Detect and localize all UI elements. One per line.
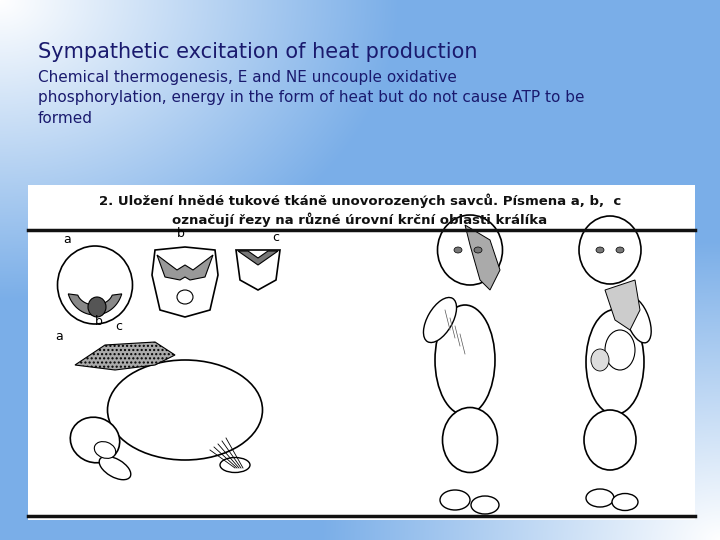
Ellipse shape bbox=[88, 297, 106, 317]
Ellipse shape bbox=[440, 490, 470, 510]
Ellipse shape bbox=[107, 360, 263, 460]
Ellipse shape bbox=[423, 298, 456, 342]
Ellipse shape bbox=[474, 247, 482, 253]
Polygon shape bbox=[75, 342, 175, 370]
Text: c: c bbox=[115, 320, 122, 333]
Polygon shape bbox=[68, 294, 122, 315]
Ellipse shape bbox=[625, 297, 651, 343]
Ellipse shape bbox=[71, 417, 120, 463]
Polygon shape bbox=[238, 251, 278, 265]
Ellipse shape bbox=[220, 457, 250, 472]
Text: a: a bbox=[63, 233, 71, 246]
Ellipse shape bbox=[584, 410, 636, 470]
Bar bbox=[28, 185, 695, 520]
Ellipse shape bbox=[99, 456, 131, 480]
Text: 2. Uložení hnědé tukové tkáně unovorozených savců. Písmena a, b,  c
označují řez: 2. Uložení hnědé tukové tkáně unovorozen… bbox=[99, 193, 621, 227]
Ellipse shape bbox=[443, 408, 498, 472]
Text: Chemical thermogenesis, E and NE uncouple oxidative
phosphorylation, energy in t: Chemical thermogenesis, E and NE uncoupl… bbox=[38, 70, 585, 126]
Ellipse shape bbox=[58, 246, 132, 324]
Ellipse shape bbox=[586, 309, 644, 415]
Text: b: b bbox=[177, 227, 185, 240]
Text: Sympathetic excitation of heat production: Sympathetic excitation of heat productio… bbox=[38, 42, 477, 62]
Ellipse shape bbox=[435, 305, 495, 415]
Ellipse shape bbox=[596, 247, 604, 253]
Polygon shape bbox=[157, 255, 213, 280]
Ellipse shape bbox=[177, 290, 193, 304]
Ellipse shape bbox=[454, 247, 462, 253]
Ellipse shape bbox=[579, 216, 641, 284]
Ellipse shape bbox=[586, 489, 614, 507]
Ellipse shape bbox=[94, 442, 116, 458]
Polygon shape bbox=[236, 250, 280, 290]
Polygon shape bbox=[465, 225, 500, 290]
Polygon shape bbox=[605, 280, 640, 330]
Text: c: c bbox=[272, 231, 279, 244]
Ellipse shape bbox=[605, 330, 635, 370]
Text: b: b bbox=[95, 315, 103, 328]
Ellipse shape bbox=[471, 496, 499, 514]
Text: a: a bbox=[55, 330, 63, 343]
Ellipse shape bbox=[616, 247, 624, 253]
Ellipse shape bbox=[438, 215, 503, 285]
Ellipse shape bbox=[591, 349, 609, 371]
Ellipse shape bbox=[612, 494, 638, 510]
Polygon shape bbox=[152, 247, 218, 317]
